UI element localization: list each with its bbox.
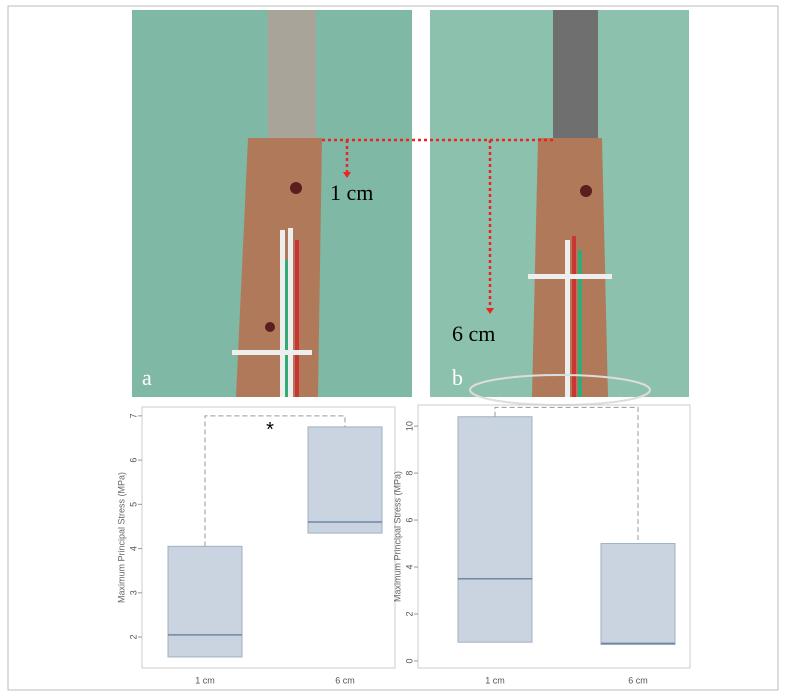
- box: [168, 546, 242, 657]
- x-tick-label: 1 cm: [485, 675, 505, 685]
- y-axis-label: Maximum Principal Stress (MPa): [392, 471, 402, 602]
- y-tick-label: 4: [128, 546, 138, 551]
- y-tick-label: 2: [404, 611, 414, 616]
- figure: 1 cm 6 cm a b 2 3 4 5 6 7 Maximum Principal St…: [0, 0, 785, 693]
- box: [601, 544, 675, 645]
- y-axis-label: Maximum Principal Stress (MPa): [116, 472, 126, 603]
- y-tick-label: 2: [128, 635, 138, 640]
- y-tick-label: 6: [404, 518, 414, 523]
- y-tick-label: 10: [404, 421, 414, 431]
- y-tick-label: 3: [128, 590, 138, 595]
- panel-label: a: [142, 365, 152, 390]
- annotation: 1 cm: [330, 180, 373, 205]
- box: [458, 417, 532, 642]
- y-tick-label: 5: [128, 502, 138, 507]
- x-tick-label: 6 cm: [628, 675, 648, 685]
- y-tick-label: 8: [404, 471, 414, 476]
- y-tick-label: 7: [128, 413, 138, 418]
- x-tick-label: 6 cm: [335, 675, 355, 685]
- x-tick-label: 1 cm: [195, 675, 215, 685]
- panel-label: b: [452, 365, 463, 390]
- y-tick-label: 6: [128, 458, 138, 463]
- annotation: *: [266, 419, 274, 441]
- y-tick-label: 0: [404, 658, 414, 663]
- annotation: 6 cm: [452, 321, 495, 346]
- box: [308, 427, 382, 533]
- y-tick-label: 4: [404, 565, 414, 570]
